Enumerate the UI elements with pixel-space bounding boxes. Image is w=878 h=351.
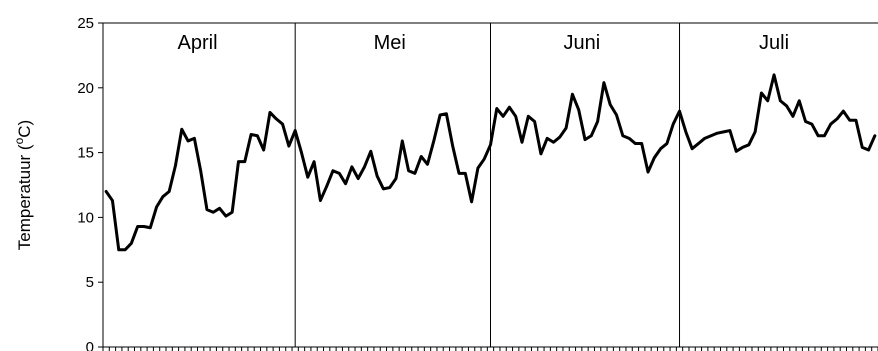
y-tick-label: 20 [77,80,94,97]
temperature-series-line [104,73,877,252]
month-separators [103,22,878,347]
y-axis-title-degree: o [12,137,26,144]
month-label-mei: Mei [374,32,406,54]
y-ticks: 0 5 10 15 20 25 [77,15,103,351]
month-label-juli: Juli [759,32,789,54]
y-tick-label: 5 [86,274,94,291]
y-axis-title-suffix: C) [15,120,34,138]
month-label-april: April [178,32,218,54]
y-tick-label: 25 [77,15,94,32]
y-tick-label: 10 [77,209,94,226]
y-axis-title: Temperatuur (oC) [12,120,34,250]
month-label-juni: Juni [564,32,601,54]
y-tick-label: 0 [86,339,94,351]
y-axis-title-text: Temperatuur ( [15,144,34,250]
month-labels: April Mei Juni Juli [178,32,790,54]
y-tick-label: 15 [77,145,94,162]
x-ticks [102,347,878,351]
